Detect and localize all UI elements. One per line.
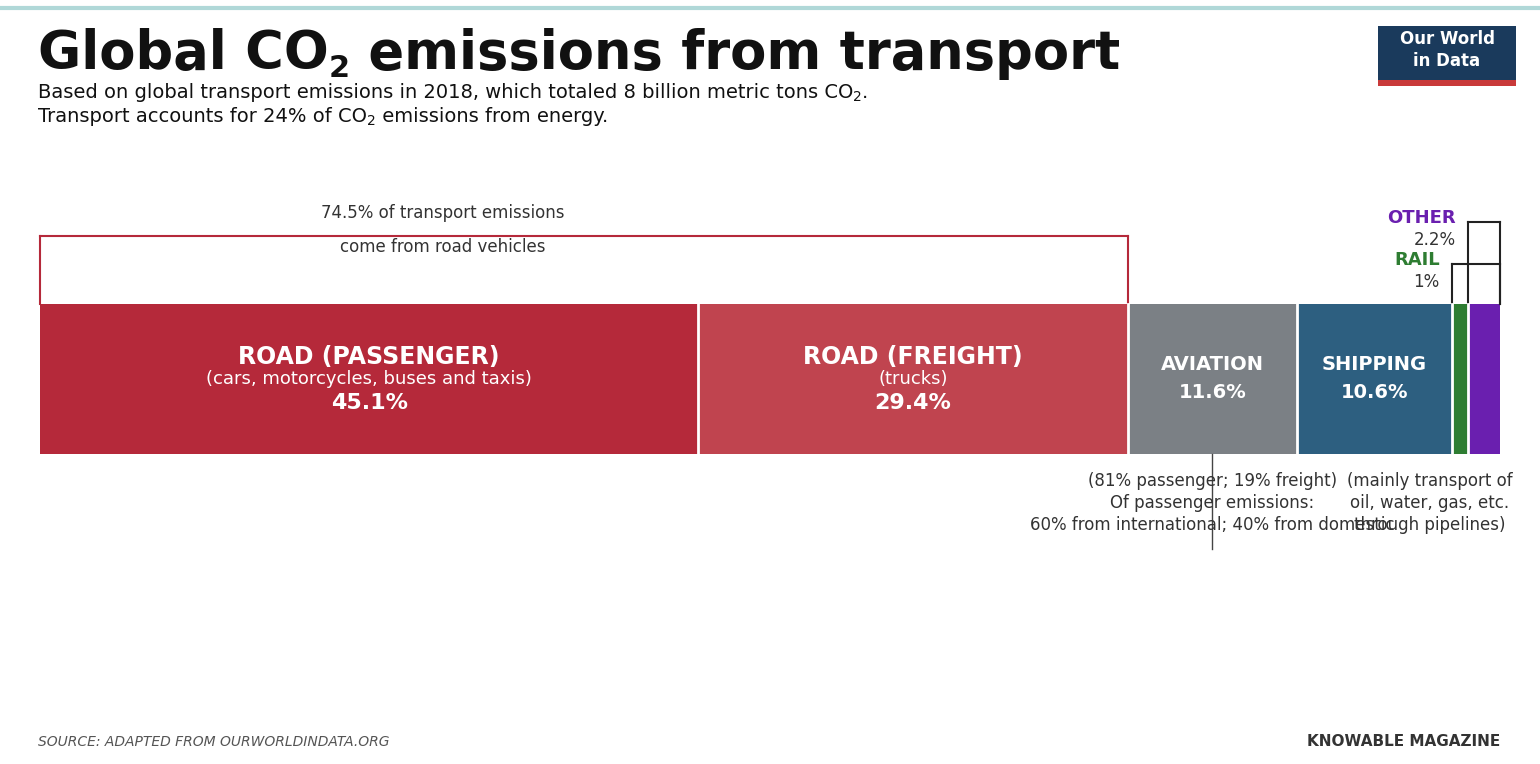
Text: 10.6%: 10.6% — [1341, 384, 1408, 403]
Text: through pipelines): through pipelines) — [1354, 516, 1505, 534]
Text: come from road vehicles: come from road vehicles — [340, 238, 545, 256]
FancyBboxPatch shape — [1297, 304, 1452, 454]
FancyBboxPatch shape — [1378, 26, 1515, 80]
Text: (cars, motorcycles, buses and taxis): (cars, motorcycles, buses and taxis) — [206, 370, 533, 388]
Text: KNOWABLE MAGAZINE: KNOWABLE MAGAZINE — [1307, 734, 1500, 749]
Text: OTHER: OTHER — [1388, 209, 1455, 227]
Text: ROAD (PASSENGER): ROAD (PASSENGER) — [239, 345, 500, 369]
Text: 60% from international; 40% from domestic: 60% from international; 40% from domesti… — [1030, 516, 1395, 534]
Text: 29.4%: 29.4% — [875, 393, 952, 413]
FancyBboxPatch shape — [1127, 304, 1297, 454]
FancyBboxPatch shape — [40, 304, 699, 454]
Text: Transport accounts for 24% of CO: Transport accounts for 24% of CO — [38, 106, 367, 125]
Text: 2: 2 — [853, 90, 862, 105]
Text: Global CO: Global CO — [38, 28, 328, 80]
Text: Of passenger emissions:: Of passenger emissions: — [1110, 494, 1315, 512]
Text: .: . — [862, 83, 869, 102]
Text: (trucks): (trucks) — [878, 370, 947, 388]
Text: 2.2%: 2.2% — [1414, 231, 1455, 249]
Text: 2: 2 — [367, 115, 376, 128]
Text: 45.1%: 45.1% — [331, 393, 408, 413]
Text: SHIPPING: SHIPPING — [1321, 355, 1428, 374]
Text: 1%: 1% — [1414, 273, 1440, 291]
Text: RAIL: RAIL — [1394, 251, 1440, 269]
Text: emissions from energy.: emissions from energy. — [376, 106, 608, 125]
Text: (81% passenger; 19% freight): (81% passenger; 19% freight) — [1087, 472, 1337, 490]
Text: Based on global transport emissions in 2018, which totaled 8 billion metric tons: Based on global transport emissions in 2… — [38, 83, 853, 102]
Text: AVIATION: AVIATION — [1161, 355, 1264, 374]
Text: Our World: Our World — [1400, 31, 1494, 48]
FancyBboxPatch shape — [1452, 304, 1468, 454]
Text: SOURCE: ADAPTED FROM OURWORLDINDATA.ORG: SOURCE: ADAPTED FROM OURWORLDINDATA.ORG — [38, 735, 390, 749]
FancyBboxPatch shape — [1468, 304, 1500, 454]
Text: in Data: in Data — [1414, 52, 1480, 70]
Text: oil, water, gas, etc.: oil, water, gas, etc. — [1351, 494, 1509, 512]
FancyBboxPatch shape — [699, 304, 1127, 454]
Text: (mainly transport of: (mainly transport of — [1346, 472, 1512, 490]
Text: 11.6%: 11.6% — [1178, 384, 1246, 403]
Text: ROAD (FREIGHT): ROAD (FREIGHT) — [804, 345, 1023, 369]
Text: 2: 2 — [328, 54, 350, 83]
Text: emissions from transport: emissions from transport — [350, 28, 1120, 80]
FancyBboxPatch shape — [1378, 80, 1515, 86]
Text: 74.5% of transport emissions: 74.5% of transport emissions — [320, 204, 564, 222]
